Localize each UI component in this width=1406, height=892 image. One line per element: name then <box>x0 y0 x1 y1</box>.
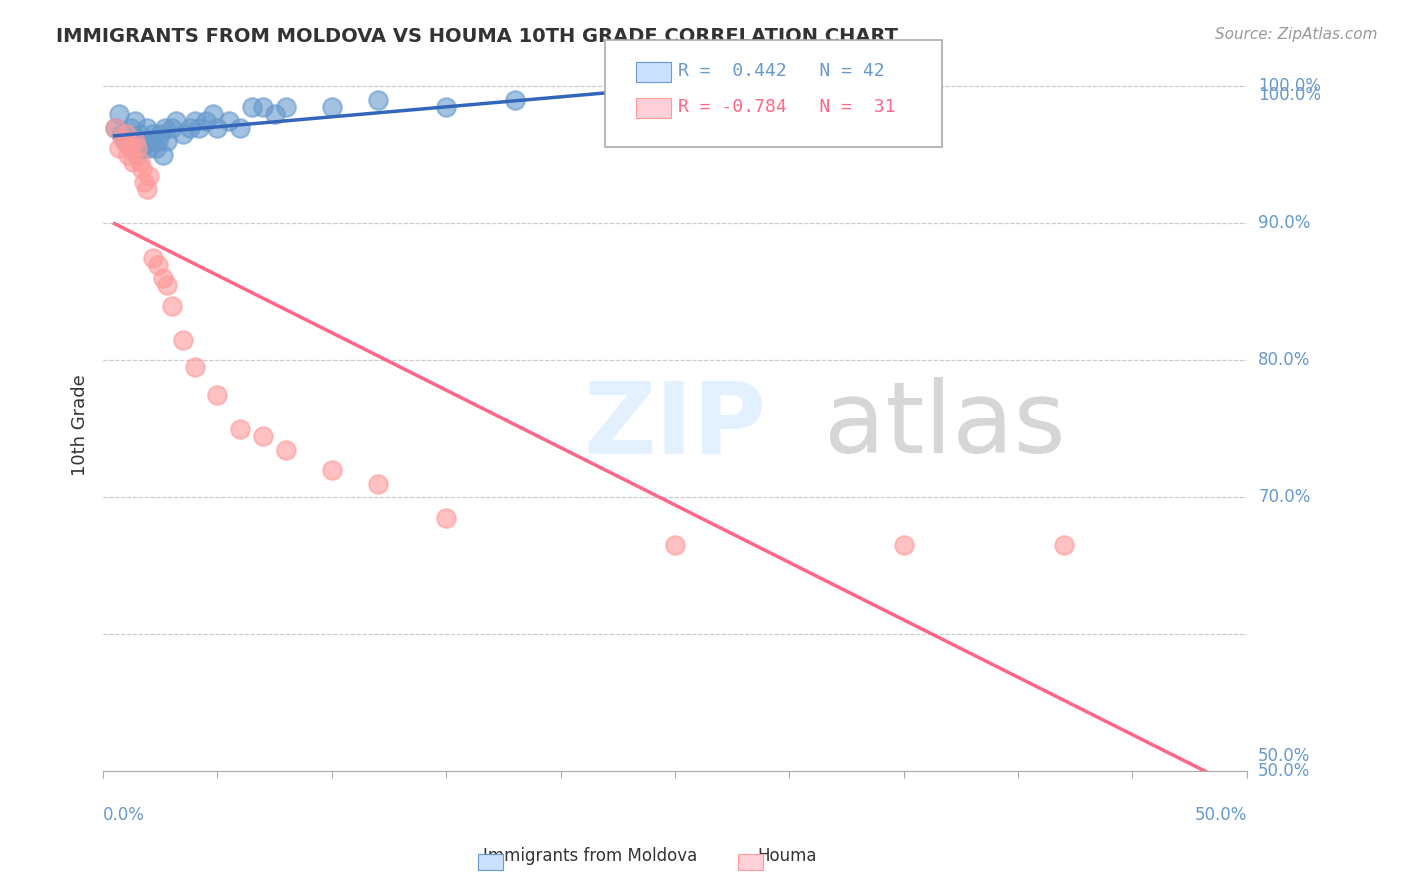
Point <box>115 134 138 148</box>
Point <box>120 120 142 135</box>
Point <box>207 388 229 402</box>
Point <box>138 169 160 183</box>
Point <box>117 148 139 162</box>
Point <box>121 154 143 169</box>
Point <box>127 141 149 155</box>
Point <box>434 511 457 525</box>
Point <box>138 141 160 155</box>
Text: 80.0%: 80.0% <box>1258 351 1310 369</box>
Point <box>108 141 131 155</box>
Point <box>165 113 187 128</box>
Point <box>134 134 156 148</box>
Point <box>121 134 143 148</box>
Text: R = -0.784   N =  31: R = -0.784 N = 31 <box>678 98 896 116</box>
Point <box>367 476 389 491</box>
Point <box>201 107 224 121</box>
Text: 90.0%: 90.0% <box>1258 214 1310 233</box>
Point <box>141 134 163 148</box>
Point <box>142 251 165 265</box>
Point <box>153 120 176 135</box>
Point <box>183 113 205 128</box>
Point <box>146 134 169 148</box>
Point <box>195 113 218 128</box>
Text: 70.0%: 70.0% <box>1258 489 1310 507</box>
Point <box>145 141 167 155</box>
Point <box>152 148 174 162</box>
Point <box>124 113 146 128</box>
Point <box>160 299 183 313</box>
Point <box>801 87 824 101</box>
Point <box>110 128 132 142</box>
Point <box>367 93 389 107</box>
Point <box>103 120 125 135</box>
Point <box>131 161 153 176</box>
Point <box>229 422 252 436</box>
Point <box>120 141 142 155</box>
Point <box>434 100 457 114</box>
Point <box>240 100 263 114</box>
Point <box>218 113 240 128</box>
Point <box>321 100 343 114</box>
Point <box>893 538 915 552</box>
Point <box>207 120 229 135</box>
Text: Source: ZipAtlas.com: Source: ZipAtlas.com <box>1215 27 1378 42</box>
Text: 100.0%: 100.0% <box>1258 87 1322 104</box>
Text: R =  0.442   N = 42: R = 0.442 N = 42 <box>678 62 884 80</box>
Point <box>263 107 285 121</box>
Text: IMMIGRANTS FROM MOLDOVA VS HOUMA 10TH GRADE CORRELATION CHART: IMMIGRANTS FROM MOLDOVA VS HOUMA 10TH GR… <box>56 27 898 45</box>
Text: 50.0%: 50.0% <box>1195 805 1247 823</box>
Point <box>252 429 274 443</box>
Point <box>156 278 179 293</box>
Text: 50.0%: 50.0% <box>1258 763 1310 780</box>
Point <box>103 120 125 135</box>
Point <box>156 134 179 148</box>
Point <box>135 182 157 196</box>
Point <box>149 128 172 142</box>
Point <box>1053 538 1076 552</box>
Point <box>128 128 150 142</box>
Point <box>135 120 157 135</box>
Text: atlas: atlas <box>824 377 1066 474</box>
Text: Immigrants from Moldova: Immigrants from Moldova <box>484 847 697 865</box>
Point <box>172 128 194 142</box>
Y-axis label: 10th Grade: 10th Grade <box>72 375 89 476</box>
Point <box>146 258 169 272</box>
Point <box>142 128 165 142</box>
Point <box>160 120 183 135</box>
Point <box>134 175 156 189</box>
Point <box>274 100 297 114</box>
Point <box>124 134 146 148</box>
Point <box>188 120 211 135</box>
Text: 100.0%: 100.0% <box>1258 78 1322 95</box>
Point <box>115 128 138 142</box>
Point <box>229 120 252 135</box>
Point <box>252 100 274 114</box>
Point <box>503 93 526 107</box>
Text: ZIP: ZIP <box>583 377 766 474</box>
Point <box>112 134 135 148</box>
Point <box>131 141 153 155</box>
Text: 0.0%: 0.0% <box>103 805 145 823</box>
Point <box>128 154 150 169</box>
Point <box>179 120 201 135</box>
Point <box>183 360 205 375</box>
Point <box>108 107 131 121</box>
Text: 50.0%: 50.0% <box>1258 747 1310 764</box>
Point <box>664 538 686 552</box>
Point <box>152 271 174 285</box>
Point <box>120 141 142 155</box>
Point <box>274 442 297 457</box>
Text: Houma: Houma <box>758 847 817 865</box>
Point <box>127 148 149 162</box>
Point <box>172 333 194 347</box>
Point <box>321 463 343 477</box>
